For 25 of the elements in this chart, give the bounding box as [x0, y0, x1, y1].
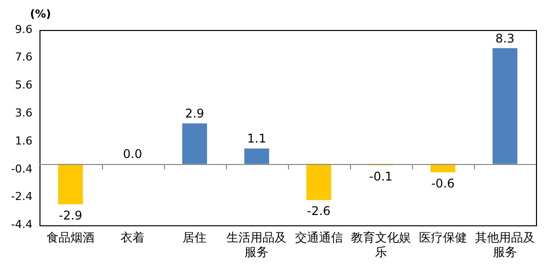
- data-label: -0.1: [369, 169, 393, 184]
- x-tick-label: 教育文化娱乐: [350, 230, 411, 259]
- y-tick-label: 3.6: [14, 106, 32, 120]
- x-tick-label: 食品烟酒: [46, 230, 94, 245]
- y-tick-label: -0.4: [10, 162, 32, 176]
- data-label: -2.6: [307, 204, 330, 218]
- x-tick-label: 衣着: [120, 230, 145, 245]
- y-tick-label: 9.6: [14, 22, 32, 36]
- y-tick-label: 1.6: [14, 134, 32, 148]
- y-axis-title: (%): [30, 7, 52, 20]
- x-tick-label: 居住: [182, 230, 207, 245]
- y-tick-label: 5.6: [14, 78, 32, 92]
- y-tick-label: -4.4: [10, 218, 32, 232]
- data-label: -2.9: [58, 208, 82, 222]
- data-label: 0.0: [123, 146, 142, 161]
- x-tick-label: 交通通信: [294, 230, 343, 245]
- data-label: 2.9: [185, 106, 204, 121]
- y-tick-label: -2.4: [10, 190, 32, 204]
- x-tick-label: 医疗保健: [418, 230, 467, 245]
- data-label: -0.6: [431, 176, 455, 190]
- data-label: 1.1: [247, 132, 266, 146]
- x-tick-label: 其他用品及服务: [474, 230, 535, 259]
- y-tick-label: 7.6: [14, 50, 32, 64]
- data-label: 8.3: [495, 31, 515, 46]
- x-tick-label: 生活用品及服务: [226, 230, 287, 259]
